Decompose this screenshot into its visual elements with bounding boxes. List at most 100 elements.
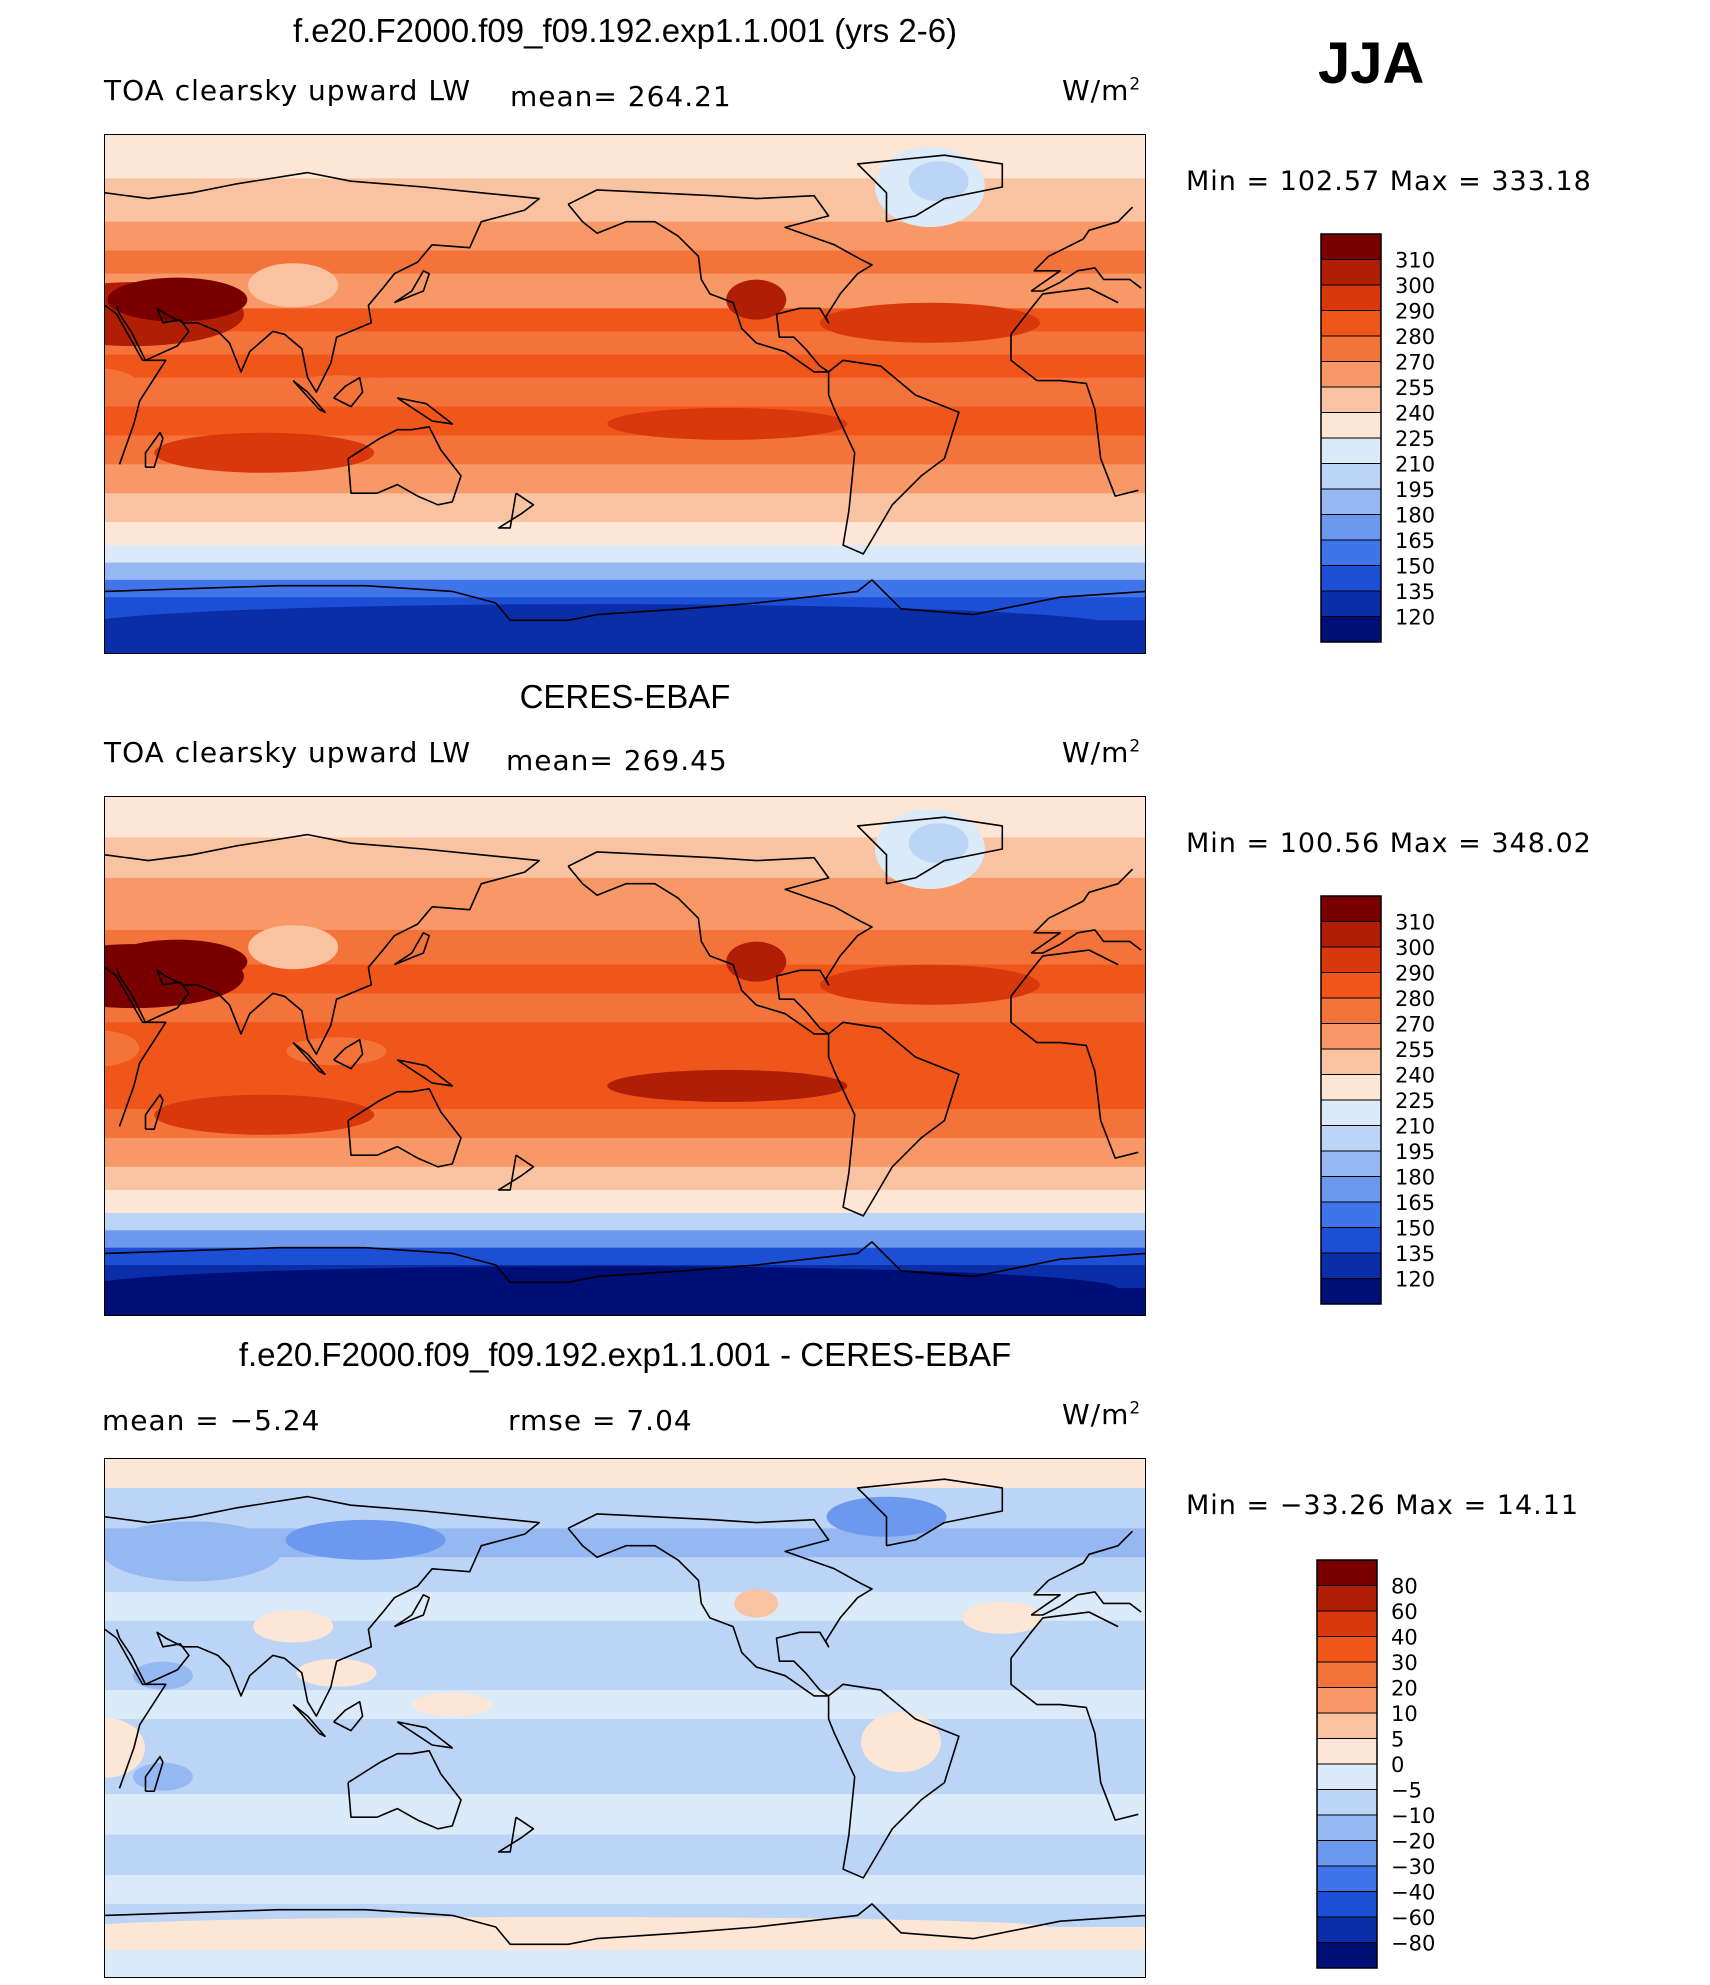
colorbar-tick-label: 210 (1395, 1115, 1435, 1139)
map-band (105, 1719, 1145, 1755)
colorbar-tick-label: 0 (1391, 1753, 1404, 1777)
map-band (105, 1137, 1145, 1168)
map-band (105, 1247, 1145, 1266)
colorbar-tick-label: 60 (1391, 1600, 1418, 1624)
coastline (1010, 996, 1139, 1159)
colorbar-tick-label: 135 (1395, 1242, 1435, 1266)
colorbar-tick-label: 150 (1395, 1217, 1435, 1241)
map-cloudband (105, 1030, 140, 1067)
colorbar-swatch (1317, 1687, 1377, 1713)
panel-3-title: f.e20.F2000.f09_f09.192.exp1.1.001 - CER… (238, 1336, 1012, 1373)
map-band (105, 377, 1145, 408)
coastline (105, 833, 541, 1055)
colorbar-tick-label: 280 (1395, 987, 1435, 1011)
panel-3-rmse: rmse = 7.04 (508, 1404, 693, 1437)
coastline (292, 1041, 326, 1076)
map-band (105, 1753, 1145, 1795)
colorbar-swatch (1321, 540, 1381, 566)
map-hotspot (154, 1094, 375, 1135)
colorbar-tick-label: −80 (1391, 1932, 1435, 1956)
map-anomaly (412, 1692, 493, 1717)
map-hotspot (607, 1069, 848, 1102)
map-anomaly (105, 1521, 282, 1582)
colorbar-tick-label: 30 (1391, 1651, 1418, 1675)
coastline (144, 1093, 164, 1131)
coastline (567, 851, 873, 1035)
coastline (497, 492, 535, 529)
colorbar-swatch (1321, 591, 1381, 617)
colorbar-swatch (1321, 1023, 1381, 1049)
colorbar-tick-label: 240 (1395, 1064, 1435, 1088)
map-band (105, 1875, 1145, 1905)
colorbar-tick-label: 10 (1391, 1702, 1418, 1726)
colorbar-swatch (1321, 1074, 1381, 1100)
colorbar-tick-label: 40 (1391, 1626, 1418, 1650)
map-hotspot (607, 407, 848, 440)
map-coastlines (105, 154, 1145, 622)
coastline (333, 1700, 364, 1732)
panel-1-map-svg (105, 135, 1145, 653)
colorbar-swatch (1321, 1253, 1381, 1279)
colorbar-swatch (1321, 1125, 1381, 1151)
panel-1-title: f.e20.F2000.f09_f09.192.exp1.1.001 (yrs … (292, 12, 958, 49)
colorbar-swatch (1321, 947, 1381, 973)
map-coastlines (105, 816, 1145, 1284)
coastline (1030, 868, 1134, 954)
colorbar-swatch (1321, 616, 1381, 642)
map-band (105, 797, 1145, 838)
map-greenland-ice (908, 823, 969, 864)
panel-3-map (104, 1458, 1146, 1978)
coastline (827, 1021, 960, 1217)
coastline (1031, 929, 1142, 954)
colorbar-tick-label: 180 (1395, 504, 1435, 528)
coastline (393, 1594, 431, 1628)
map-anomaly (253, 1610, 334, 1643)
coastline (347, 1749, 462, 1830)
colorbar-swatch (1317, 1636, 1377, 1662)
panel-1-colorbar: 3103002902802702552402252101951801651501… (1320, 233, 1435, 643)
colorbar-tick-label: 300 (1395, 274, 1435, 298)
colorbar-swatch (1317, 1917, 1377, 1943)
map-band (105, 579, 1145, 598)
colorbar-tick-label: −40 (1391, 1881, 1435, 1905)
map-hotspot (819, 964, 1040, 1005)
map-band (105, 1459, 1145, 1489)
coastline (144, 1755, 164, 1793)
coastline (333, 376, 364, 408)
colorbar-tick-label: 20 (1391, 1677, 1418, 1701)
map-band (105, 1690, 1145, 1720)
coastline (105, 1241, 1145, 1284)
coastline (105, 171, 541, 393)
colorbar-swatch (1321, 259, 1381, 285)
colorbar-tick-label: 210 (1395, 453, 1435, 477)
colorbar-swatch (1321, 234, 1381, 260)
colorbar-tick-label: 310 (1395, 911, 1435, 935)
map-band (105, 250, 1145, 275)
map-anomaly (105, 1717, 145, 1778)
colorbar-tick-label: −10 (1391, 1804, 1435, 1828)
map-band (105, 877, 1145, 908)
map-hotspot (154, 432, 375, 473)
map-band (105, 135, 1145, 179)
colorbar-swatch (1317, 1866, 1377, 1892)
coastline (1030, 206, 1134, 292)
coastline (1010, 1658, 1139, 1821)
map-anomaly (105, 1917, 1048, 1937)
colorbar-swatch (1321, 1151, 1381, 1177)
coastline (1010, 287, 1119, 335)
coastline (105, 579, 1145, 622)
map-antarctic (105, 1266, 1117, 1311)
colorbar-tick-label: 120 (1395, 1268, 1435, 1292)
map-plateau (248, 925, 339, 970)
panel-3-minmax: Min = −33.26 Max = 14.11 (1186, 1490, 1580, 1521)
panel-1-units: W/m2 (1062, 74, 1142, 107)
coastline (396, 397, 454, 425)
colorbar-tick-label: 280 (1395, 325, 1435, 349)
colorbar-swatch (1317, 1789, 1377, 1815)
colorbar-tick-label: −5 (1391, 1779, 1422, 1803)
panel-3-mean: mean = −5.24 (102, 1404, 321, 1437)
coastline (856, 816, 1004, 885)
coastline (1031, 1591, 1142, 1616)
map-band (105, 493, 1145, 523)
